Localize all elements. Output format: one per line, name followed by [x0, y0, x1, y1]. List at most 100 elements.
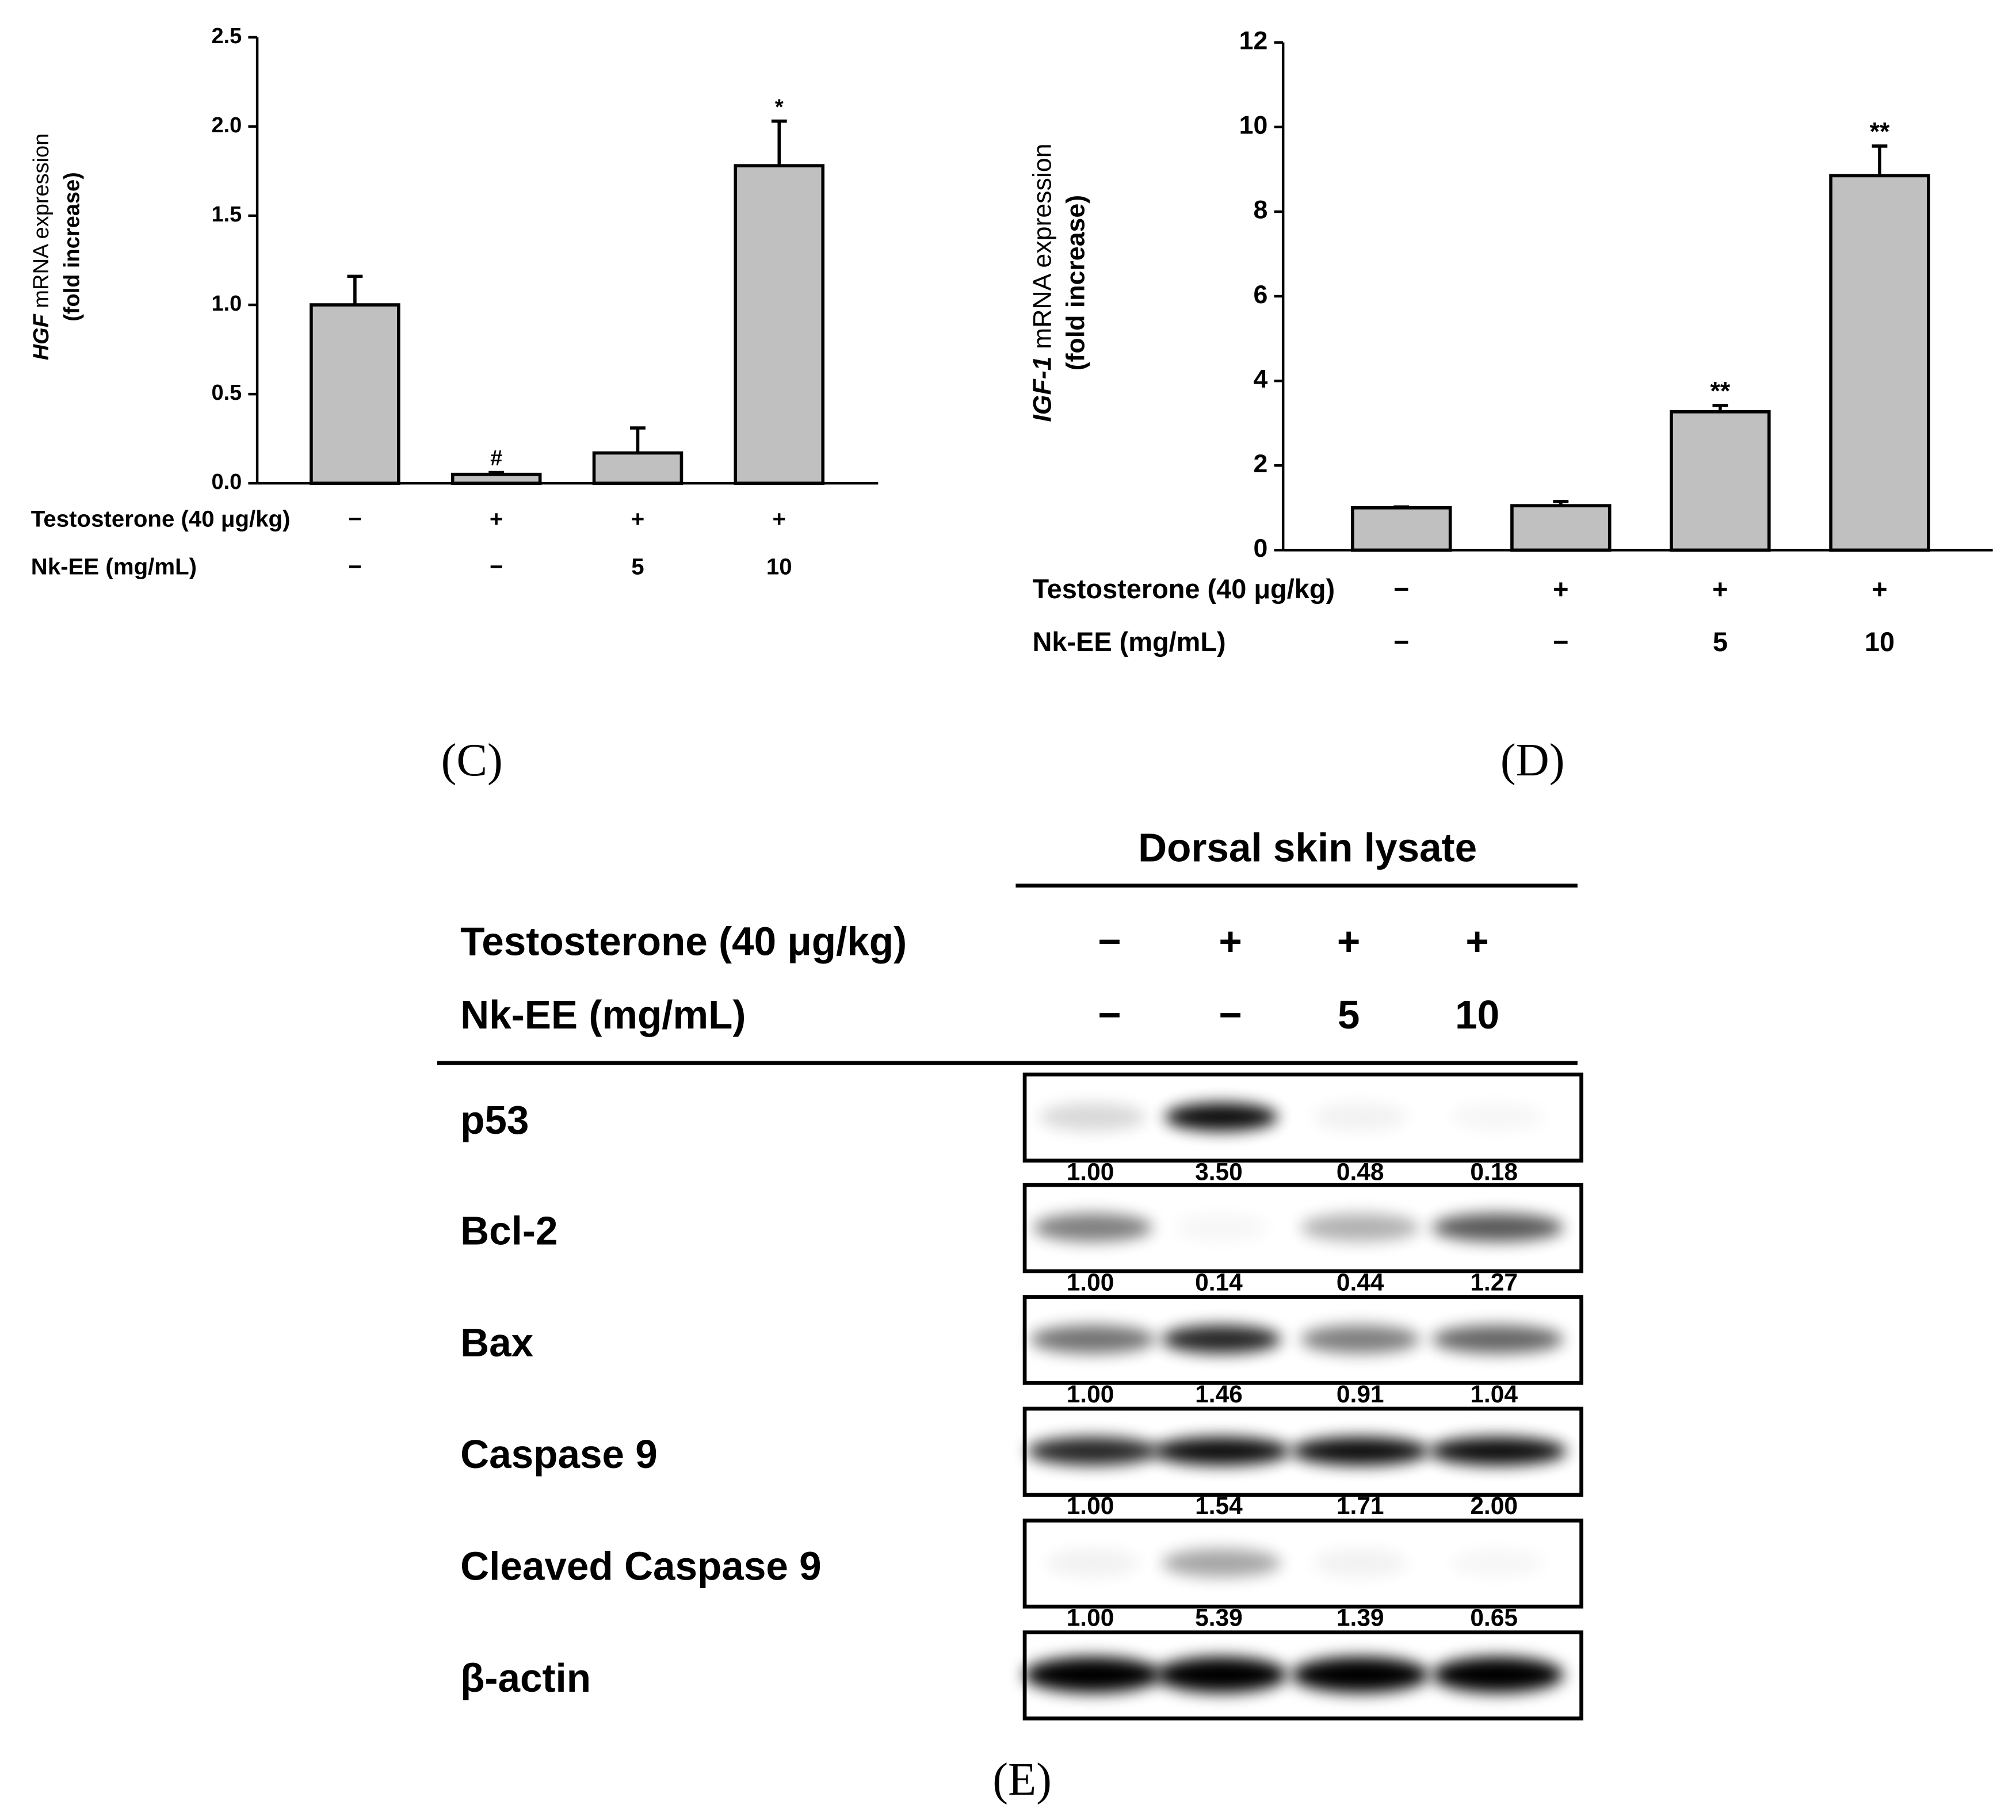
quantification: 1.00 [1067, 1381, 1114, 1408]
y-axis-label-gene: HGF [29, 313, 54, 360]
quantification: 1.46 [1195, 1381, 1243, 1408]
band [1039, 1103, 1147, 1131]
y-axis-label-text: mRNA expression [29, 133, 54, 314]
bar [734, 164, 825, 485]
quantification: 0.14 [1195, 1268, 1243, 1295]
y-tick-label: 4 [1254, 365, 1268, 393]
bar [1829, 174, 1930, 552]
y-tick-label: 8 [1254, 196, 1268, 224]
quantification: 1.39 [1337, 1604, 1384, 1631]
treatment-level: + [1553, 574, 1568, 604]
band [1027, 1437, 1159, 1466]
y-tick-label: 0 [1254, 534, 1268, 563]
treatment-level: 5 [1338, 992, 1360, 1037]
y-tick-label: 1.5 [211, 202, 242, 227]
quantification: 3.50 [1195, 1158, 1243, 1185]
treatment-level: − [1098, 992, 1121, 1037]
treatment-label: Nk-EE (mg/mL) [460, 992, 746, 1037]
bar [1351, 506, 1452, 552]
y-axis-label-text: mRNA expression [1028, 144, 1056, 357]
band [1450, 1549, 1545, 1577]
quantification: 1.00 [1067, 1604, 1114, 1631]
band [1431, 1213, 1564, 1242]
band [1313, 1103, 1408, 1131]
treatment-level: + [1465, 919, 1488, 964]
protein-label: Bax [460, 1320, 533, 1365]
treatment-level: + [631, 506, 645, 532]
quantification: 2.00 [1470, 1492, 1518, 1519]
treatment-label: Nk-EE (mg/mL) [1032, 627, 1225, 657]
significance-mark: * [775, 95, 784, 119]
y-tick-label: 2.0 [211, 113, 242, 137]
quantification: 0.44 [1337, 1268, 1384, 1295]
y-tick-label: 12 [1239, 27, 1268, 55]
protein-label: p53 [460, 1098, 529, 1142]
bar [1670, 410, 1771, 552]
treatment-level: − [348, 553, 362, 579]
y-tick-label: 6 [1254, 281, 1268, 309]
quantification: 1.04 [1470, 1381, 1518, 1408]
band [1030, 1325, 1156, 1353]
treatment-level: − [1098, 919, 1121, 964]
treatment-level: + [1712, 574, 1728, 604]
y-tick-label: 2.5 [211, 24, 242, 48]
y-axis-label-unit: (fold increase) [60, 172, 85, 322]
treatment-level: + [773, 506, 786, 532]
quantification: 0.18 [1470, 1158, 1518, 1185]
band [1450, 1103, 1545, 1131]
protein-label: Cleaved Caspase 9 [460, 1544, 821, 1589]
significance-mark: ** [1710, 377, 1731, 405]
y-tick-label: 0.0 [211, 470, 242, 494]
y-tick-label: 10 [1239, 112, 1268, 140]
band [1431, 1325, 1564, 1353]
band [1291, 1437, 1430, 1466]
significance-mark: # [490, 446, 502, 471]
band [1152, 1437, 1290, 1466]
band [1174, 1213, 1269, 1241]
bar [1510, 504, 1612, 552]
bar [450, 472, 542, 485]
band [1045, 1548, 1140, 1577]
y-axis-label: HGF mRNA expression [29, 133, 54, 361]
treatment-label: Testosterone (40 μg/kg) [31, 506, 291, 532]
band [1291, 1657, 1430, 1693]
treatment-level: 10 [766, 553, 792, 579]
quantification: 1.27 [1470, 1268, 1518, 1295]
treatment-label: Testosterone (40 μg/kg) [460, 919, 907, 964]
quantification: 0.65 [1470, 1604, 1518, 1631]
band [1429, 1437, 1567, 1466]
treatment-label: Testosterone (40 μg/kg) [1032, 574, 1335, 604]
y-tick-label: 1.0 [211, 292, 242, 316]
treatment-level: + [1872, 574, 1887, 604]
quantification: 0.91 [1337, 1381, 1384, 1408]
quantification: 1.00 [1067, 1268, 1114, 1295]
treatment-level: − [1393, 574, 1409, 604]
band [1162, 1325, 1281, 1353]
treatment-level: − [348, 506, 362, 532]
treatment-level: 5 [1713, 627, 1728, 657]
quantification: 1.54 [1195, 1492, 1243, 1519]
treatment-level: 5 [631, 553, 644, 579]
quantification: 1.00 [1067, 1492, 1114, 1519]
treatment-level: 10 [1865, 627, 1895, 657]
protein-label: Bcl-2 [460, 1208, 558, 1253]
bar [310, 303, 400, 485]
y-tick-label: 2 [1254, 450, 1268, 478]
significance-mark: ** [1870, 117, 1890, 146]
band [1431, 1657, 1564, 1693]
treatment-level: − [1219, 992, 1242, 1037]
quantification: 1.00 [1067, 1158, 1114, 1185]
treatment-level: − [1393, 627, 1409, 657]
band [1033, 1213, 1153, 1242]
treatment-level: + [1337, 919, 1360, 964]
y-tick-label: 0.5 [211, 381, 242, 405]
y-axis-label-gene: IGF-1 [1028, 356, 1056, 422]
band [1155, 1657, 1288, 1693]
band [1164, 1103, 1278, 1131]
band [1300, 1213, 1420, 1242]
band [1024, 1657, 1162, 1693]
panel-label: (C) [441, 735, 503, 786]
treatment-level: + [490, 506, 503, 532]
